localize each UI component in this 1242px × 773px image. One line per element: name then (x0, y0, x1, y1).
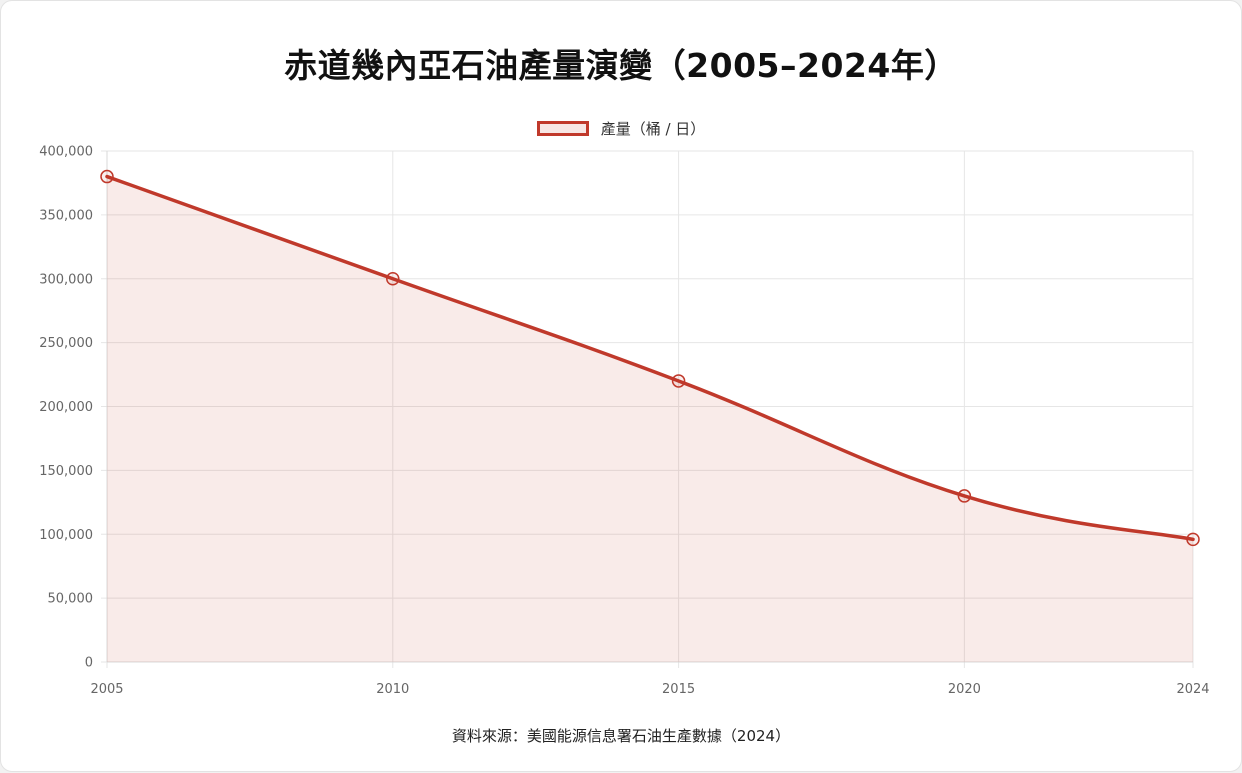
chart-title: 赤道幾內亞石油產量演變（2005–2024年） (284, 46, 958, 85)
area-shape (107, 176, 1193, 663)
y-tick-label: 250,000 (39, 336, 93, 351)
data-point (671, 374, 686, 388)
legend-swatch (536, 121, 589, 136)
data-point (100, 169, 114, 184)
series-line (105, 174, 1195, 542)
series-line-path (105, 174, 1195, 542)
x-tick-label: 2020 (948, 682, 981, 697)
data-point (386, 272, 400, 286)
data-point (957, 489, 972, 503)
x-axis-ticks: 2005 2010 2015 2020 2024 (90, 682, 1209, 697)
x-tick-label: 2024 (1176, 682, 1209, 697)
x-tick-label: 2010 (376, 682, 409, 697)
data-point (1186, 532, 1200, 547)
legend-label: 產量（桶 / 日） (600, 120, 706, 138)
y-axis-ticks: 0 50,000 100,000 150,000 200,000 250,000 300,0… (39, 145, 93, 671)
y-tick-label: 0 (85, 656, 93, 671)
y-tick-label: 200,000 (39, 400, 93, 415)
source-note: 資料來源：美國能源信息署石油生產數據（2024） (451, 727, 791, 745)
y-tick-label: 50,000 (48, 592, 94, 607)
y-tick-label: 350,000 (39, 208, 93, 223)
legend[interactable]: 產量（桶 / 日） (1, 118, 1241, 139)
x-tick-label: 2015 (662, 682, 695, 697)
y-tick-label: 100,000 (39, 528, 93, 543)
x-tick-label: 2005 (90, 682, 123, 697)
y-tick-label: 300,000 (39, 272, 93, 287)
y-tick-label: 150,000 (39, 464, 93, 479)
grid-lines (101, 150, 1194, 668)
data-points (100, 169, 1200, 547)
y-tick-label: 400,000 (39, 145, 93, 160)
area-fill (107, 176, 1193, 663)
